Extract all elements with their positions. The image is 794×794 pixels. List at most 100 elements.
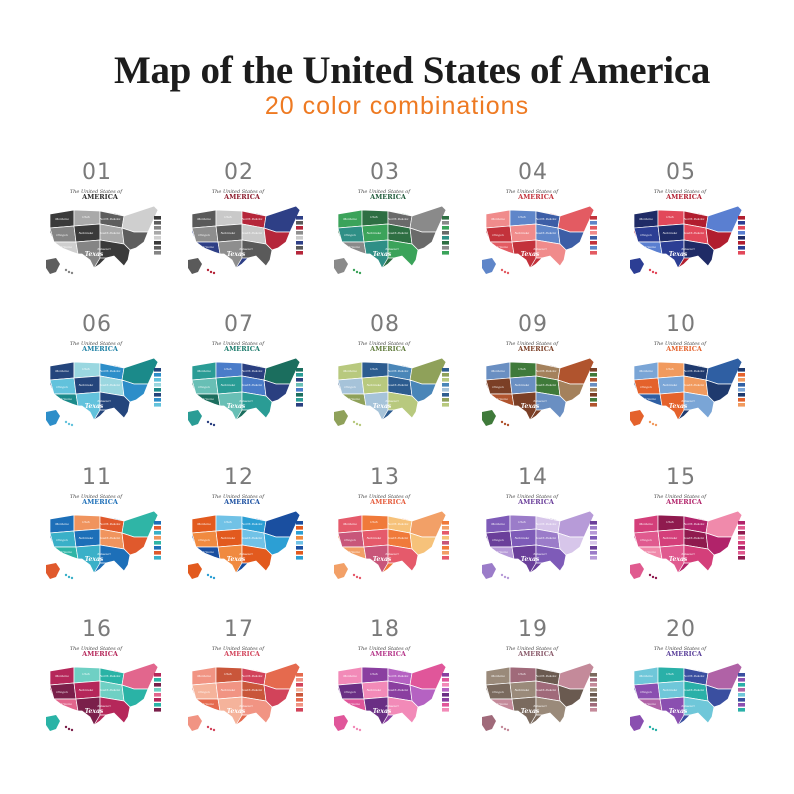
legend-swatch: [738, 673, 745, 677]
state-label: Texas: [521, 708, 540, 715]
state-region: [636, 393, 663, 407]
hawaii-island: [206, 725, 210, 729]
state-label: North Dakota: [99, 217, 121, 221]
legend-swatch: [442, 221, 449, 225]
state-region: [488, 546, 515, 560]
us-map: Texas Montana Oregon Utah Nebraska North Dako…: [46, 662, 159, 732]
state-region: [705, 510, 743, 538]
variant-number: 07: [224, 312, 254, 337]
legend-swatch: [154, 531, 161, 535]
state-region: [241, 544, 273, 572]
map-caption: The United States of: [358, 646, 411, 652]
state-label: Arizona: [495, 550, 508, 554]
us-map: Texas Montana Oregon Utah Nebraska North Dako…: [46, 357, 159, 427]
state-label: Arizona: [59, 550, 72, 554]
map-caption: The United States of: [506, 494, 559, 500]
state-label: Texas: [85, 708, 104, 715]
legend-swatch: [296, 378, 303, 382]
alaska-shape: [46, 258, 60, 274]
state-label: Montana: [196, 674, 211, 678]
us-map: Texas Montana Oregon Utah Nebraska North Dako…: [334, 205, 447, 275]
state-label: Missouri: [532, 399, 546, 403]
legend-swatch: [442, 708, 449, 712]
legend-swatch: [738, 531, 745, 535]
legend-swatch: [442, 551, 449, 555]
state-region: [387, 391, 419, 419]
legend-swatch: [738, 241, 745, 245]
variant-card: 11 The United States of AMERICA Texas Montan…: [42, 465, 172, 595]
map-caption: The United States of: [70, 494, 123, 500]
state-label: Utah: [370, 520, 378, 524]
hawaii-island: [209, 422, 213, 426]
state-label: Oregon: [344, 690, 355, 694]
legend-swatch: [738, 246, 745, 250]
state-label: North Dakota: [535, 369, 557, 373]
hawaii-island: [355, 422, 359, 426]
hawaii-island: [64, 725, 68, 729]
state-label: Texas: [227, 556, 246, 563]
state-label: Nebraska: [220, 231, 236, 235]
state-label: Nebraska: [514, 688, 530, 692]
hawaii-island: [503, 727, 507, 731]
state-label: Utah: [82, 520, 90, 524]
state-region: [535, 544, 567, 572]
state-label: Oregon: [344, 233, 355, 237]
legend-swatch: [154, 393, 161, 397]
state-region: [241, 391, 273, 419]
us-map: Texas Montana Oregon Utah Nebraska North Dako…: [46, 510, 159, 580]
hawaii-island: [355, 270, 359, 274]
legend-swatch: [442, 688, 449, 692]
state-label: Missouri: [384, 704, 398, 708]
legend-swatch: [154, 403, 161, 407]
alaska-shape: [46, 410, 60, 426]
state-label: South Dakota: [536, 231, 557, 235]
state-region: [488, 393, 515, 407]
legend-swatch: [296, 531, 303, 535]
map-caption: The United States of: [358, 494, 411, 500]
map-name: AMERICA: [517, 650, 555, 658]
state-label: North Dakota: [241, 674, 263, 678]
us-map: Texas Montana Oregon Utah Nebraska North Dako…: [334, 510, 447, 580]
state-region: [99, 544, 131, 572]
hawaii-island: [209, 727, 213, 731]
state-label: Nebraska: [78, 231, 94, 235]
state-region: [263, 205, 301, 233]
state-label: Utah: [518, 520, 526, 524]
state-label: Texas: [669, 556, 688, 563]
state-region: [340, 698, 367, 712]
us-map: Texas Montana Oregon Utah Nebraska North Dako…: [482, 662, 595, 732]
variant-card: 20 The United States of AMERICA Texas Montan…: [626, 617, 756, 747]
alaska-shape: [334, 258, 348, 274]
legend-swatch: [590, 526, 597, 530]
state-label: Montana: [196, 217, 211, 221]
hawaii-island: [651, 575, 655, 579]
variant-number: 17: [224, 617, 254, 642]
legend-swatch: [296, 398, 303, 402]
map-caption: The United States of: [212, 646, 265, 652]
hawaii-island: [70, 423, 74, 427]
variant-card: 14 The United States of AMERICA Texas Montan…: [478, 465, 608, 595]
legend-swatch: [296, 241, 303, 245]
legend-swatch: [590, 368, 597, 372]
map-name: AMERICA: [665, 498, 703, 506]
legend-swatch: [296, 708, 303, 712]
hawaii-island: [506, 576, 510, 580]
state-label: Arizona: [643, 397, 656, 401]
state-label: Arizona: [643, 245, 656, 249]
state-label: Arizona: [347, 550, 360, 554]
state-label: Arizona: [347, 397, 360, 401]
legend-swatch: [590, 678, 597, 682]
hawaii-island: [648, 573, 652, 577]
legend-swatch: [442, 556, 449, 560]
state-label: Texas: [373, 556, 392, 563]
state-label: Oregon: [344, 385, 355, 389]
variant-number: 12: [224, 465, 254, 490]
state-label: Texas: [521, 403, 540, 410]
hawaii-island: [70, 728, 74, 732]
